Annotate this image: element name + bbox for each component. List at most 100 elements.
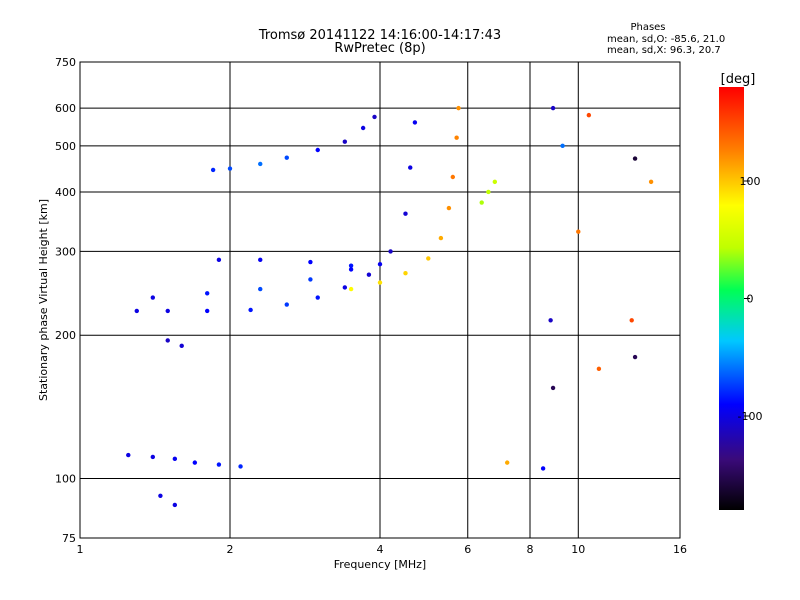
colorbar-label: [deg] (721, 72, 756, 87)
data-point (403, 271, 408, 276)
y-tick-label: 300 (55, 245, 76, 258)
data-point (204, 291, 210, 296)
data-point (210, 167, 216, 173)
data-point (504, 460, 510, 465)
data-point (586, 112, 592, 118)
data-point (454, 135, 459, 140)
y-tick-label: 200 (55, 329, 76, 342)
y-tick-label: 500 (55, 140, 76, 153)
data-point (632, 354, 638, 360)
grid (80, 62, 680, 538)
chart-title: Tromsø 20141122 14:16:00-14:17:43 (258, 28, 501, 43)
y-tick-label: 400 (55, 186, 76, 199)
data-point (150, 295, 156, 300)
data-point (388, 249, 393, 254)
x-tick-label: 8 (527, 543, 534, 556)
data-point (238, 464, 243, 469)
data-point (548, 318, 553, 323)
data-point (216, 462, 222, 467)
data-point (360, 125, 366, 131)
y-tick-label: 600 (55, 102, 76, 115)
data-point (456, 105, 461, 111)
chart-subtitle: RwPretec (8p) (334, 41, 425, 56)
x-axis-label: Frequency [MHz] (334, 558, 426, 571)
data-point (315, 147, 320, 153)
data-point (342, 285, 348, 290)
stats-x-line: mean, sd,X: 96.3, 20.7 (607, 45, 721, 56)
data-point (348, 286, 354, 292)
data-point (172, 456, 178, 462)
data-points (126, 105, 654, 508)
data-point (372, 114, 377, 120)
x-tick-label: 2 (227, 543, 234, 556)
data-point (348, 267, 354, 272)
data-point (150, 454, 156, 460)
stats-o-line: mean, sd,O: -85.6, 21.0 (607, 34, 725, 45)
y-axis-label: Stationary phase Virtual Height [km] (37, 199, 50, 401)
data-point (576, 229, 581, 234)
x-tick-label: 4 (377, 543, 384, 556)
data-point (348, 263, 354, 268)
data-point (179, 343, 184, 349)
x-tick-label: 16 (673, 543, 687, 556)
data-point (377, 280, 383, 285)
data-point (486, 189, 491, 195)
data-point (126, 452, 131, 458)
data-point (315, 295, 320, 300)
data-point (248, 307, 253, 313)
data-point (648, 179, 654, 185)
colorbar-tick-label: 100 (740, 175, 761, 188)
colorbar-tick-label: 0 (747, 293, 754, 306)
data-point (450, 174, 456, 180)
data-point (426, 256, 431, 261)
x-tick-label: 10 (571, 543, 585, 556)
data-point (165, 308, 170, 314)
data-point (403, 211, 408, 216)
data-point (216, 257, 222, 263)
data-point (258, 286, 263, 292)
x-axis-ticks: 1 2 4 6 8 10 16 (77, 543, 688, 556)
data-point (540, 466, 546, 471)
data-point (165, 338, 170, 343)
data-point (172, 502, 178, 508)
data-point (408, 165, 413, 170)
data-point (479, 200, 484, 205)
data-point (284, 155, 289, 160)
data-point (134, 308, 139, 314)
x-tick-label: 6 (464, 543, 471, 556)
stats-heading: Phases (630, 22, 665, 33)
data-point (284, 302, 289, 307)
data-point (412, 120, 418, 125)
data-point (632, 156, 638, 161)
y-tick-label: 750 (55, 56, 76, 69)
data-point (377, 262, 383, 267)
y-tick-label: 75 (62, 532, 76, 545)
data-point (492, 179, 498, 185)
colorbar-ticks: 100 0 -100 (738, 175, 763, 423)
data-point (438, 235, 444, 241)
data-point (258, 257, 263, 263)
data-point (446, 205, 452, 211)
data-point (204, 308, 210, 314)
data-point (560, 143, 565, 149)
data-point (366, 272, 372, 277)
data-point (158, 493, 163, 498)
data-point (227, 166, 233, 171)
y-tick-label: 100 (55, 473, 76, 486)
colorbar-gradient (719, 87, 744, 510)
data-point (550, 385, 556, 391)
y-axis-ticks: 75 100 200 300 400 500 600 750 (55, 56, 76, 545)
data-point (308, 277, 313, 282)
data-point (258, 161, 263, 167)
data-point (308, 259, 313, 265)
data-point (550, 105, 556, 111)
x-tick-label: 1 (77, 543, 84, 556)
colorbar: [deg] 100 0 -100 (719, 72, 762, 510)
colorbar-tick-label: -100 (738, 410, 763, 423)
plot-area: 1 2 4 6 8 10 16 75 100 200 300 400 500 600 750 (55, 56, 687, 556)
data-point (629, 318, 634, 323)
data-point (596, 366, 602, 372)
data-point (342, 139, 348, 144)
data-point (192, 460, 198, 465)
